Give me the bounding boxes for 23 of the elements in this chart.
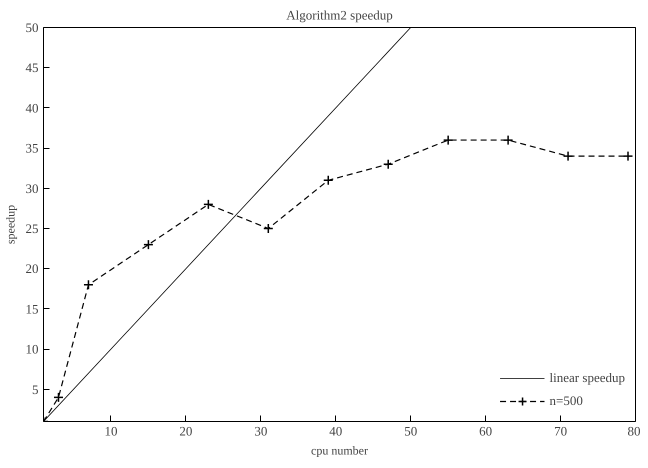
y-tick-label: 40 — [26, 100, 38, 116]
y-tick-label: 35 — [26, 140, 38, 156]
y-tick-label: 20 — [26, 261, 38, 276]
legend-label: linear speedup — [550, 370, 625, 386]
x-tick-label: 80 — [628, 424, 640, 438]
y-tick-label: 5 — [32, 382, 38, 397]
x-tick-label: 40 — [329, 424, 342, 438]
legend-label: n=500 — [550, 393, 583, 409]
y-tick-label: 10 — [26, 342, 38, 357]
x-tick-label: 50 — [404, 424, 418, 438]
y-tick-label: 50 — [26, 20, 38, 35]
x-tick-label: 10 — [104, 424, 118, 438]
x-tick-label: 20 — [179, 424, 192, 438]
y-tick-label: 30 — [26, 180, 38, 196]
x-tick-label: 60 — [479, 424, 492, 438]
y-tick-label: 15 — [26, 301, 38, 316]
x-axis-title: cpu number — [311, 444, 368, 458]
x-tick-label: 30 — [254, 424, 268, 438]
y-tick-label: 25 — [26, 221, 38, 236]
x-tick-label: 70 — [554, 424, 568, 438]
y-axis-title: speedup — [4, 204, 18, 244]
y-tick-label: 45 — [26, 60, 38, 76]
chart-title: Algorithm2 speedup — [286, 8, 393, 22]
